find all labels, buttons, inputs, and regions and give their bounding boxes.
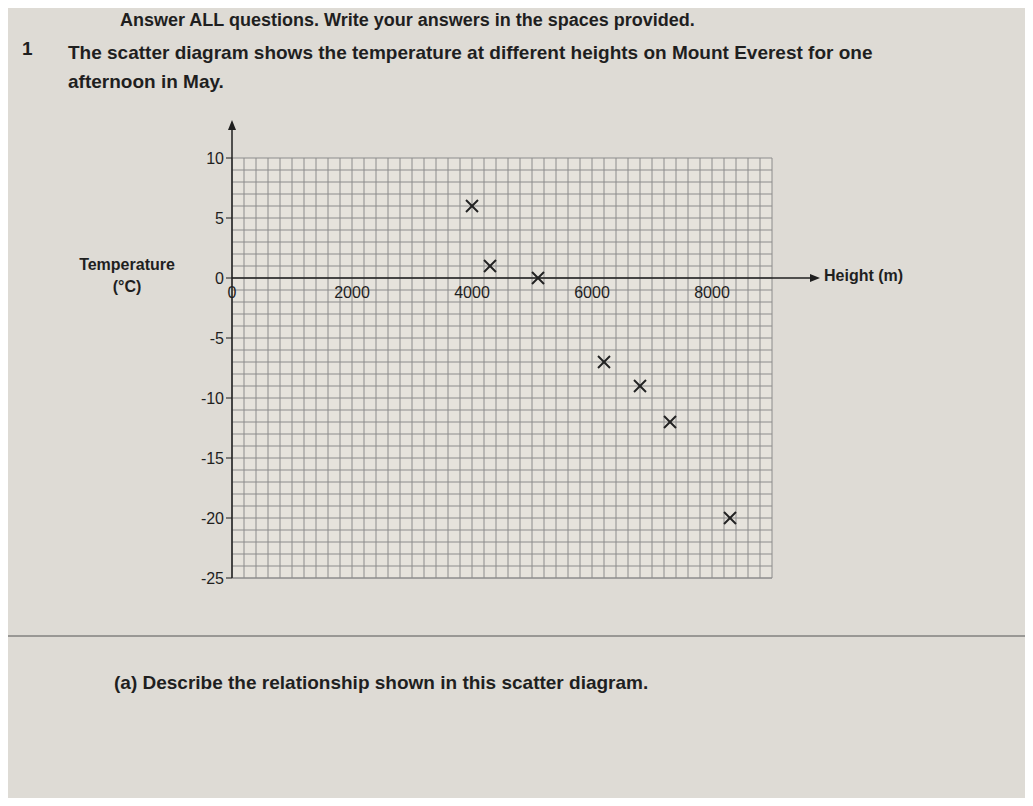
svg-text:-10: -10 <box>201 390 224 407</box>
svg-text:0: 0 <box>215 270 224 287</box>
svg-text:-20: -20 <box>201 510 224 527</box>
html-text:1: 1 <box>22 38 33 59</box>
html-text:Answer ALL questions. Write yo: Answer ALL questions. Write your answers… <box>120 10 695 30</box>
svg-text:5: 5 <box>215 210 224 227</box>
html-text:Height (m): Height (m) <box>824 267 904 284</box>
svg-text:2000: 2000 <box>334 284 370 301</box>
html-text:Temperature (°C): Temperature (°C) <box>79 256 175 295</box>
svg-text:4000: 4000 <box>454 284 490 301</box>
svg-text:-15: -15 <box>201 450 224 467</box>
svg-text:8000: 8000 <box>694 284 730 301</box>
html-text:The scatter diagram shows the: The scatter diagram shows the temperatur… <box>68 42 873 92</box>
html-text:(a) Describe the relationship: (a) Describe the relationship shown in t… <box>114 672 649 693</box>
svg-text:-25: -25 <box>201 570 224 587</box>
svg-text:0: 0 <box>228 284 237 301</box>
svg-text:10: 10 <box>206 150 224 167</box>
svg-text:-5: -5 <box>210 330 224 347</box>
svg-text:6000: 6000 <box>574 284 610 301</box>
